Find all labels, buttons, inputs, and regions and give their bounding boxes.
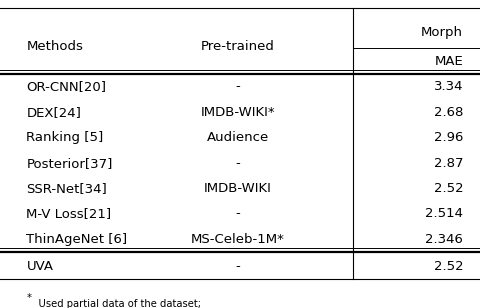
- Text: 2.87: 2.87: [434, 156, 463, 170]
- Text: Used partial data of the dataset;: Used partial data of the dataset;: [26, 299, 202, 308]
- Text: 3.34: 3.34: [434, 80, 463, 93]
- Text: Audience: Audience: [206, 131, 269, 144]
- Text: Morph: Morph: [421, 26, 463, 39]
- Text: ThinAgeNet [6]: ThinAgeNet [6]: [26, 233, 128, 246]
- Text: Pre-trained: Pre-trained: [201, 40, 275, 54]
- Text: MS-Celeb-1M*: MS-Celeb-1M*: [191, 233, 285, 246]
- Text: Ranking [5]: Ranking [5]: [26, 131, 104, 144]
- Text: M-V Loss[21]: M-V Loss[21]: [26, 207, 111, 221]
- Text: -: -: [235, 156, 240, 170]
- Text: OR-CNN[20]: OR-CNN[20]: [26, 80, 107, 93]
- Text: Posterior[37]: Posterior[37]: [26, 156, 113, 170]
- Text: Methods: Methods: [26, 40, 83, 54]
- Text: -: -: [235, 260, 240, 273]
- Text: -: -: [235, 80, 240, 93]
- Text: SSR-Net[34]: SSR-Net[34]: [26, 182, 107, 195]
- Text: 2.52: 2.52: [433, 182, 463, 195]
- Text: IMDB-WIKI: IMDB-WIKI: [204, 182, 272, 195]
- Text: 2.346: 2.346: [425, 233, 463, 246]
- Text: 2.52: 2.52: [433, 260, 463, 273]
- Text: 2.514: 2.514: [425, 207, 463, 221]
- Text: MAE: MAE: [434, 55, 463, 68]
- Text: 2.68: 2.68: [434, 106, 463, 119]
- Text: IMDB-WIKI*: IMDB-WIKI*: [200, 106, 275, 119]
- Text: -: -: [235, 207, 240, 221]
- Text: *: *: [26, 293, 31, 303]
- Text: DEX[24]: DEX[24]: [26, 106, 81, 119]
- Text: 2.96: 2.96: [434, 131, 463, 144]
- Text: UVA: UVA: [26, 260, 53, 273]
